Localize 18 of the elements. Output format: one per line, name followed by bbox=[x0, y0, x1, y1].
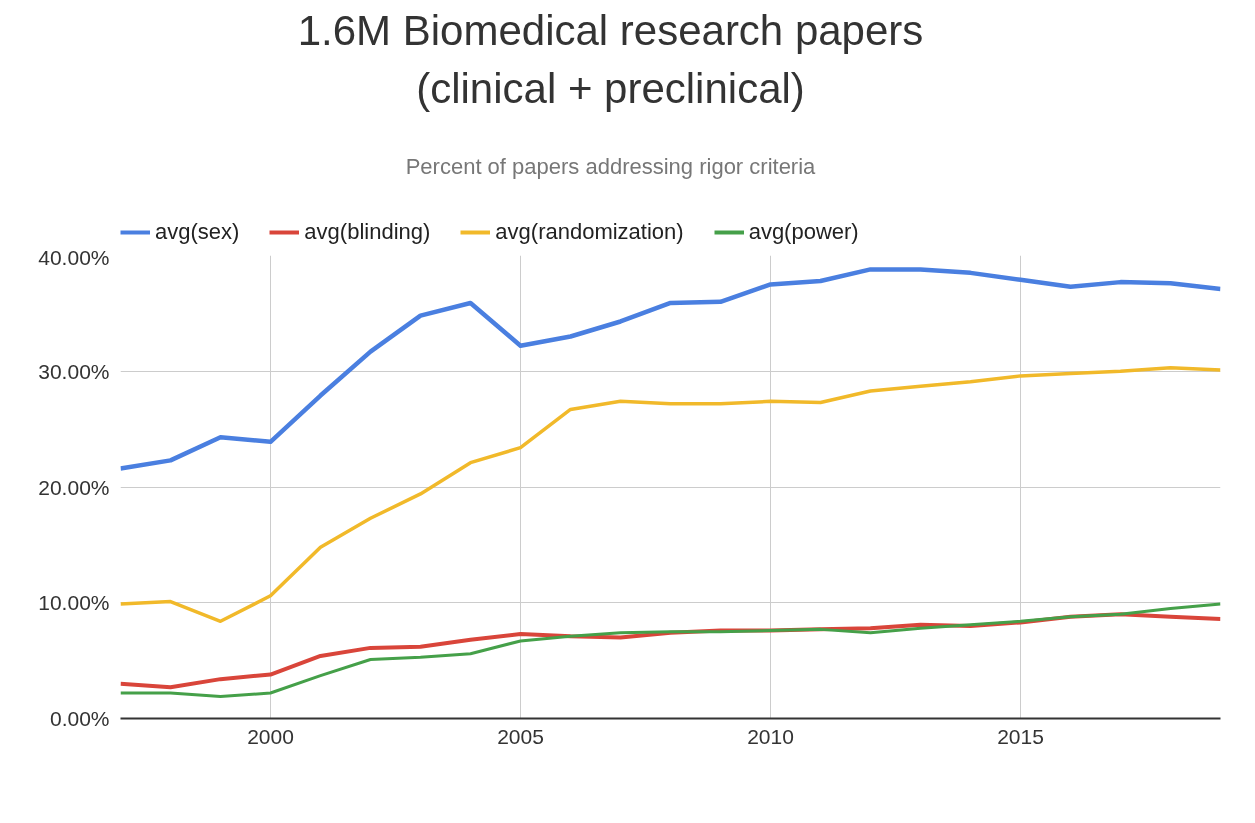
x-tick-label: 2000 bbox=[247, 724, 294, 748]
legend-label: avg(sex) bbox=[155, 219, 240, 245]
y-tick-label: 30.00% bbox=[38, 359, 110, 383]
chart-subtitle: Percent of papers addressing rigor criteria bbox=[405, 154, 817, 179]
x-tick-label: 2015 bbox=[997, 724, 1044, 748]
chart-title: 1.6M Biomedical research papers (clinical + preclinical) bbox=[297, 7, 924, 112]
y-tick-label: 20.00% bbox=[38, 475, 110, 499]
line-series bbox=[120, 366, 1221, 624]
y-tick-label: 0.00% bbox=[49, 707, 110, 730]
y-tick-label: 40.00% bbox=[38, 245, 110, 269]
legend-label: avg(blinding) bbox=[304, 219, 431, 245]
line-series bbox=[120, 267, 1221, 471]
line-series bbox=[120, 602, 1221, 699]
x-tick-label: 2005 bbox=[497, 724, 544, 748]
legend-label: avg(power) bbox=[748, 219, 859, 245]
x-tick-label: 2010 bbox=[747, 724, 794, 748]
y-tick-label: 10.00% bbox=[38, 591, 110, 615]
legend-label: avg(randomization) bbox=[495, 219, 684, 245]
